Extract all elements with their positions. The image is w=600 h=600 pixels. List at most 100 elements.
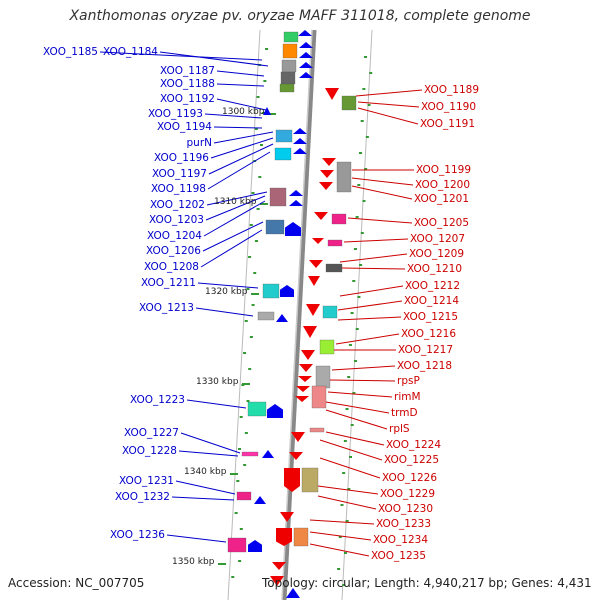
track-tick — [364, 168, 368, 170]
right-gene-label[interactable]: XOO_1207 — [410, 233, 466, 245]
right-gene-label[interactable]: trmD — [391, 407, 418, 419]
left-gene-label[interactable]: XOO_1197 — [151, 168, 207, 180]
track-tick — [350, 312, 354, 314]
right-gene-label[interactable]: XOO_1226 — [382, 472, 438, 484]
forward-gene-feature — [257, 311, 275, 321]
left-gene-label[interactable]: XOO_1227 — [123, 427, 179, 439]
right-gene-label[interactable]: XOO_1235 — [371, 550, 427, 562]
left-leader-line — [159, 51, 269, 67]
right-gene-label[interactable]: XOO_1233 — [376, 518, 432, 530]
track-tick — [345, 520, 349, 522]
reverse-gene-feature — [291, 432, 305, 442]
right-gene-label[interactable]: XOO_1212 — [405, 280, 461, 292]
track-tick — [256, 208, 260, 210]
left-gene-label[interactable]: XOO_1213 — [138, 302, 194, 314]
track-tick — [231, 576, 235, 578]
right-gene-label[interactable]: XOO_1225 — [384, 454, 440, 466]
left-gene-label[interactable]: XOO_1184 — [102, 46, 158, 58]
left-gene-label[interactable]: XOO_1204 — [146, 230, 202, 242]
right-gene-label[interactable]: XOO_1209 — [409, 248, 465, 260]
forward-gene-feature — [241, 451, 259, 457]
track-tick — [345, 408, 349, 410]
right-gene-label[interactable]: XOO_1214 — [404, 295, 460, 307]
left-gene-label[interactable]: XOO_1232 — [114, 491, 170, 503]
right-gene-label[interactable]: XOO_1216 — [401, 328, 457, 340]
left-gene-label[interactable]: XOO_1198 — [150, 183, 206, 195]
left-gene-label[interactable]: XOO_1211 — [140, 277, 196, 289]
track-tick — [342, 584, 346, 586]
forward-gene-feature — [285, 222, 301, 236]
left-leader-line — [195, 307, 254, 317]
right-leader-line — [325, 401, 390, 414]
left-gene-label[interactable]: XOO_1236 — [109, 529, 165, 541]
left-gene-label[interactable]: purN — [186, 137, 213, 149]
forward-gene-feature — [236, 491, 252, 501]
forward-gene-feature — [280, 71, 296, 85]
left-gene-label[interactable]: XOO_1193 — [147, 108, 203, 120]
left-leader-line — [216, 83, 265, 87]
right-gene-label[interactable]: XOO_1229 — [380, 488, 436, 500]
right-gene-label[interactable]: XOO_1199 — [416, 164, 472, 176]
right-gene-label[interactable]: rimM — [394, 391, 421, 403]
track-tick — [248, 368, 252, 370]
left-gene-label[interactable]: XOO_1228 — [121, 445, 177, 457]
right-gene-label[interactable]: rplS — [389, 423, 410, 435]
diagram-title: Xanthomonas oryzae pv. oryzae MAFF 31101… — [69, 8, 531, 24]
left-leader-line — [186, 399, 247, 409]
track-tick — [362, 88, 366, 90]
right-gene-label[interactable]: XOO_1200 — [415, 179, 471, 191]
track-tick — [359, 152, 362, 154]
left-gene-label[interactable]: XOO_1188 — [159, 78, 215, 90]
left-gene-label[interactable]: XOO_1208 — [143, 261, 199, 273]
track-tick — [352, 392, 356, 394]
track-tick — [249, 336, 253, 338]
right-gene-label[interactable]: rpsP — [397, 375, 420, 387]
left-gene-label[interactable]: XOO_1187 — [159, 65, 215, 77]
right-gene-label[interactable]: XOO_1224 — [386, 439, 442, 451]
right-leader-line — [329, 379, 396, 382]
track-tick — [365, 136, 369, 138]
left-leader-line — [216, 70, 265, 77]
left-leader-line — [213, 131, 274, 144]
right-gene-label[interactable]: XOO_1210 — [407, 263, 463, 275]
left-gene-label[interactable]: XOO_1192 — [159, 93, 215, 105]
forward-gene-feature — [248, 540, 262, 552]
track-tick — [256, 96, 260, 98]
left-gene-label[interactable]: XOO_1231 — [118, 475, 174, 487]
left-gene-label[interactable]: XOO_1185 — [42, 46, 98, 58]
left-leader-line — [213, 126, 263, 129]
scale-label: 1310 kbp — [214, 197, 257, 207]
left-gene-label[interactable]: XOO_1194 — [156, 121, 212, 133]
track-tick — [348, 344, 352, 346]
right-gene-label[interactable]: XOO_1205 — [414, 217, 470, 229]
right-gene-label[interactable]: XOO_1234 — [373, 534, 429, 546]
track-tick — [246, 288, 250, 290]
left-leader-line — [205, 195, 266, 221]
accession-text: Accession: NC_007705 — [8, 576, 145, 590]
left-leader-line — [203, 200, 266, 237]
reverse-gene-feature — [312, 238, 324, 244]
right-leader-line — [319, 439, 383, 461]
right-leader-line — [351, 177, 414, 186]
right-gene-label[interactable]: XOO_1189 — [424, 84, 480, 96]
left-leader-line — [216, 98, 267, 111]
left-gene-label[interactable]: XOO_1223 — [129, 394, 185, 406]
reverse-gene-feature — [303, 326, 317, 338]
left-gene-label[interactable]: XOO_1206 — [145, 245, 201, 257]
forward-gene-feature — [298, 30, 312, 36]
left-gene-label[interactable]: XOO_1196 — [153, 152, 209, 164]
right-gene-label[interactable]: XOO_1217 — [398, 344, 454, 356]
right-gene-label[interactable]: XOO_1230 — [378, 503, 434, 515]
reverse-gene-feature — [299, 364, 313, 372]
forward-gene-feature — [279, 83, 295, 93]
right-gene-label[interactable]: XOO_1190 — [421, 101, 477, 113]
right-gene-label[interactable]: XOO_1201 — [414, 193, 470, 205]
left-gene-label[interactable]: XOO_1203 — [148, 214, 204, 226]
right-gene-label[interactable]: XOO_1218 — [397, 360, 453, 372]
reverse-gene-feature — [315, 365, 331, 389]
right-leader-line — [331, 365, 396, 371]
right-gene-label[interactable]: XOO_1191 — [420, 118, 476, 130]
right-leader-line — [335, 333, 400, 345]
left-gene-label[interactable]: XOO_1202 — [149, 199, 205, 211]
right-gene-label[interactable]: XOO_1215 — [403, 311, 459, 323]
